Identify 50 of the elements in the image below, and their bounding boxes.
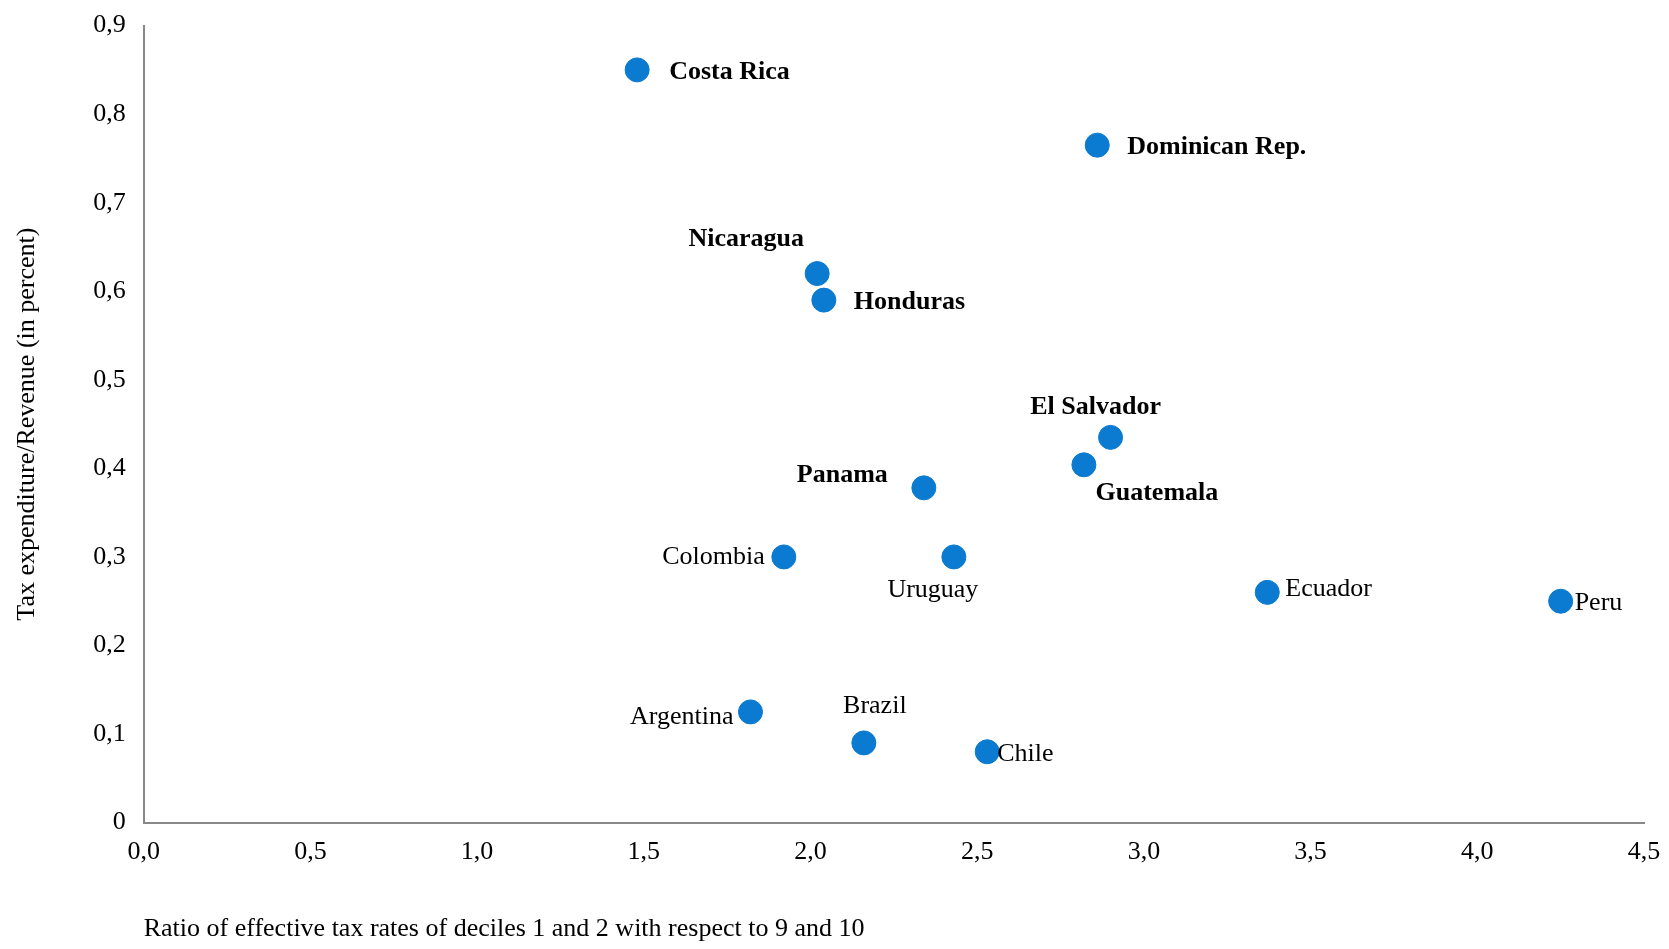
annotation: Panama — [796, 458, 888, 488]
point — [911, 475, 937, 501]
annotation: Argentina — [629, 700, 734, 730]
x-tick-label: 0,0 — [127, 836, 160, 866]
y-tick-label: 0,9 — [93, 9, 126, 39]
y-tick-label: 0,6 — [93, 275, 126, 305]
x-axis-title: Ratio of effective tax rates of deciles 1 and 2 with respect to 9 and 10 — [143, 913, 865, 943]
point — [974, 739, 1000, 765]
annotation: Colombia — [662, 540, 766, 570]
point — [851, 730, 877, 756]
point — [811, 287, 837, 313]
y-tick-label: 0,8 — [93, 97, 126, 127]
x-tick-label: 2,5 — [960, 836, 994, 866]
annotation: Honduras — [853, 285, 966, 315]
annotation: Guatemala — [1095, 476, 1219, 506]
point — [737, 699, 763, 725]
annotation: Costa Rica — [669, 55, 790, 85]
x-tick-label: 4,5 — [1627, 836, 1661, 866]
point — [1084, 132, 1110, 158]
x-tick-label: 3,0 — [1127, 836, 1161, 866]
point — [624, 57, 650, 83]
point — [1071, 452, 1097, 478]
point — [1548, 588, 1574, 614]
x-tick-label: 3,5 — [1294, 836, 1327, 866]
point — [1254, 579, 1280, 605]
y-tick-label: 0,3 — [93, 540, 126, 570]
y-tick-label: 0,4 — [93, 452, 126, 482]
annotation: Uruguay — [887, 573, 979, 603]
y-tick-label: 0,5 — [93, 363, 126, 393]
x-tick-label: 2,0 — [794, 836, 827, 866]
x-tick-label: 1,5 — [627, 836, 661, 866]
point — [941, 544, 967, 570]
x-tick-label: 0,5 — [294, 836, 327, 866]
annotation: Dominican Rep. — [1127, 130, 1307, 160]
annotation: Peru — [1574, 587, 1623, 617]
annotation: Ecuador — [1285, 573, 1373, 603]
y-tick-label: 0,7 — [93, 186, 126, 216]
point — [1098, 424, 1124, 450]
point — [771, 544, 797, 570]
point — [804, 261, 830, 287]
x-tick-label: 4,0 — [1461, 836, 1494, 866]
annotation: El Salvador — [1030, 391, 1161, 421]
y-tick-label: 0,2 — [93, 629, 126, 659]
y-axis-title: Tax expenditure/Revenue (in percent) — [11, 227, 41, 621]
y-tick-label: 0 — [112, 806, 126, 836]
y-tick-label: 0,1 — [93, 717, 126, 747]
annotation: Nicaragua — [688, 223, 804, 253]
annotation: Brazil — [843, 689, 907, 719]
annotation: Chile — [997, 737, 1054, 767]
x-tick-label: 1,0 — [460, 836, 494, 866]
